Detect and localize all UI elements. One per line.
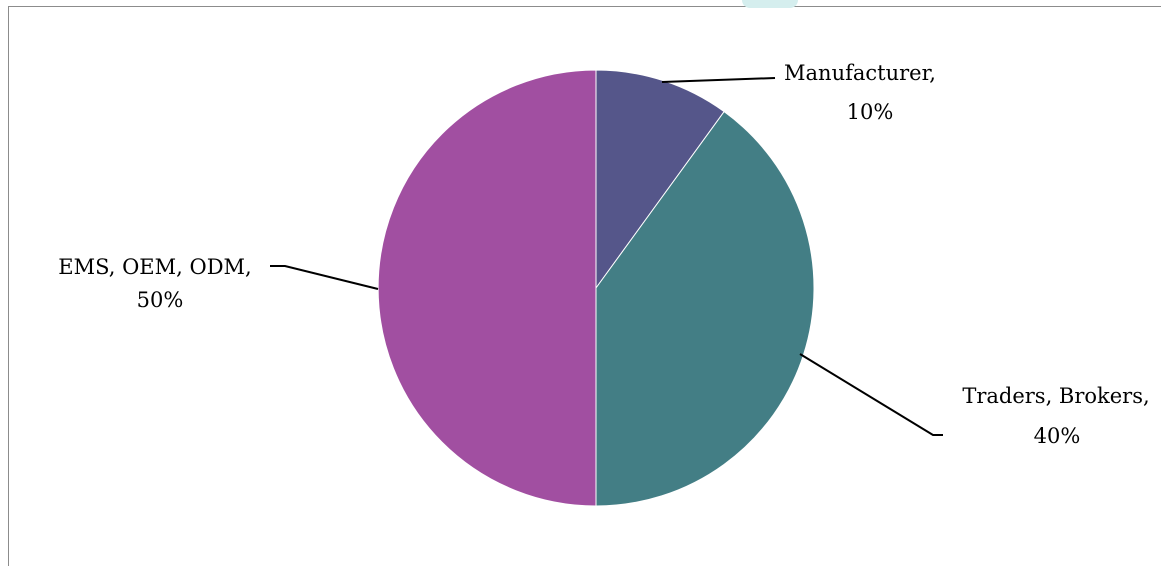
leader-line-manufacturer xyxy=(661,77,776,83)
data-labels: Manufacturer, 10% Traders, Brokers, 40% … xyxy=(58,61,1149,448)
pie-slice-manufacturer xyxy=(595,69,725,290)
pie-slices xyxy=(377,69,815,507)
label-ems-oem-odm-percent: 50% xyxy=(137,288,184,312)
leader-line-ems-oem-odm xyxy=(270,265,379,290)
label-manufacturer-percent: 10% xyxy=(847,100,894,124)
chart-frame xyxy=(8,6,1161,566)
label-traders-brokers-name: Traders, Brokers, xyxy=(962,384,1149,408)
pie-slice-ems-oem-odm xyxy=(377,69,597,507)
decorative-top-mark xyxy=(742,0,798,8)
label-traders-brokers-percent: 40% xyxy=(1034,424,1081,448)
leader-lines xyxy=(270,77,943,436)
label-manufacturer-name: Manufacturer, xyxy=(784,61,936,85)
label-ems-oem-odm-name: EMS, OEM, ODM, xyxy=(58,255,251,279)
leader-line-traders-brokers xyxy=(799,353,943,436)
